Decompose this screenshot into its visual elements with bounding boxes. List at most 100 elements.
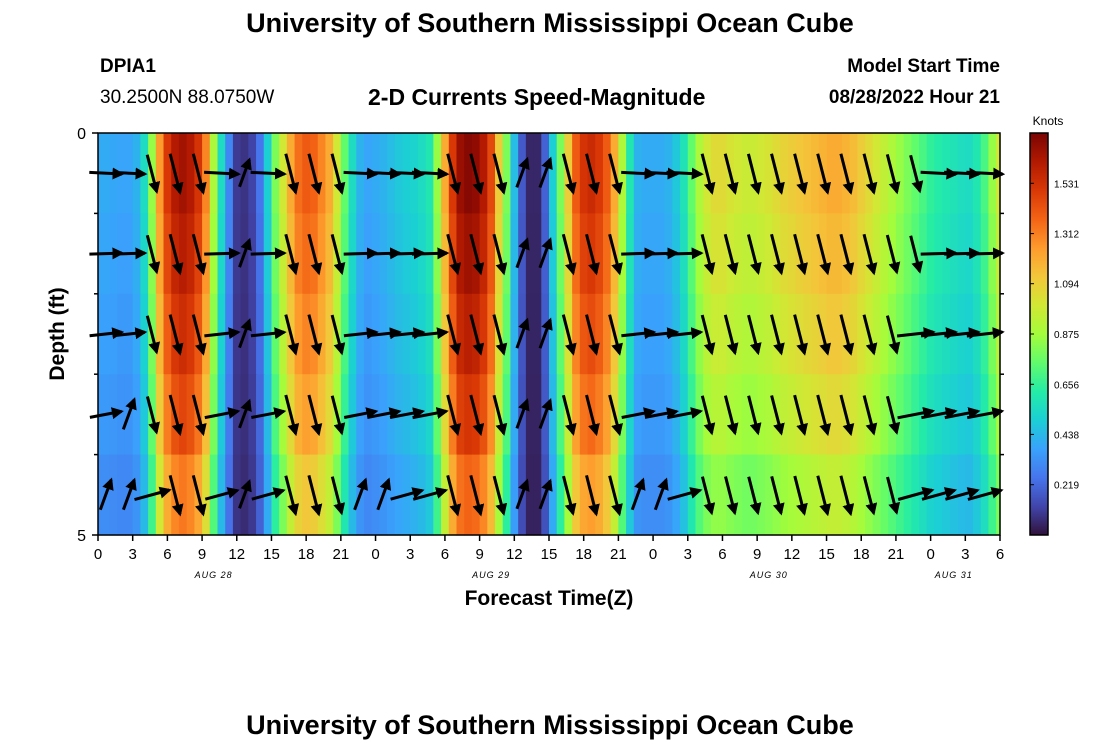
current-arrow xyxy=(967,486,1004,501)
heat-cell xyxy=(502,133,512,214)
current-arrow xyxy=(608,394,623,437)
current-arrow xyxy=(168,233,184,276)
heat-cell xyxy=(178,213,188,295)
heat-cell xyxy=(225,454,234,536)
heat-cell xyxy=(579,133,589,214)
heat-cell xyxy=(410,454,419,536)
current-arrow xyxy=(446,314,462,356)
heat-cell xyxy=(525,293,535,375)
current-arrow xyxy=(204,487,240,501)
heat-cell xyxy=(572,293,581,375)
chart-title: University of Southern Mississippi Ocean… xyxy=(246,8,854,38)
current-arrow xyxy=(353,477,368,511)
heat-cell xyxy=(556,213,566,295)
current-arrow xyxy=(366,327,402,340)
heat-cell xyxy=(880,133,889,214)
heat-cell xyxy=(764,374,774,456)
current-arrow xyxy=(411,167,450,180)
current-arrow xyxy=(168,153,184,195)
heat-cell xyxy=(764,133,774,214)
current-arrow xyxy=(966,406,1005,420)
heat-cell xyxy=(764,293,774,375)
current-arrow xyxy=(112,167,148,180)
heat-cell xyxy=(741,293,751,375)
heat-cell xyxy=(787,374,797,456)
model-start-time: 08/28/2022 Hour 21 xyxy=(828,87,1000,108)
current-arrow xyxy=(608,475,623,517)
heat-cell xyxy=(602,213,612,295)
x-tick-label: 3 xyxy=(961,546,969,563)
current-arrow xyxy=(770,153,785,195)
heat-cell xyxy=(441,454,450,536)
heat-cell xyxy=(186,133,195,214)
current-arrow xyxy=(330,476,346,516)
x-tick-label: 6 xyxy=(441,546,449,563)
heat-cell xyxy=(510,454,519,536)
current-arrow xyxy=(515,398,530,429)
heat-cell xyxy=(117,374,126,456)
current-arrow xyxy=(284,233,300,276)
colorbar-tick-label: 0.219 xyxy=(1054,481,1079,492)
current-arrow xyxy=(966,167,1006,180)
current-arrow xyxy=(191,314,207,356)
current-arrow xyxy=(492,233,508,276)
heat-cell xyxy=(348,454,357,536)
heat-cell xyxy=(456,374,465,456)
heat-cell xyxy=(140,454,149,536)
heat-cell xyxy=(479,454,488,536)
current-arrow xyxy=(98,477,114,511)
heat-cell xyxy=(741,133,751,214)
current-arrow xyxy=(389,327,426,340)
current-arrow xyxy=(897,486,935,501)
colorbar-label: Knots xyxy=(1033,114,1064,128)
heat-cell xyxy=(757,133,766,214)
heat-cell xyxy=(456,213,465,295)
current-arrow xyxy=(204,247,241,260)
heat-cell xyxy=(487,293,496,375)
current-arrow xyxy=(644,327,680,340)
heat-cell xyxy=(895,213,905,295)
heat-cell xyxy=(202,454,211,536)
heat-cell xyxy=(549,293,558,375)
current-arrow xyxy=(921,407,958,420)
current-arrow xyxy=(909,154,924,194)
heatmap-cells xyxy=(98,133,1001,536)
heat-cell xyxy=(302,374,311,456)
heat-cell xyxy=(903,133,912,214)
heat-cell xyxy=(98,454,103,536)
current-arrow xyxy=(644,407,679,420)
heat-cell xyxy=(849,133,858,214)
heat-cell xyxy=(279,374,288,456)
heat-cell xyxy=(718,454,727,536)
current-arrow xyxy=(250,167,287,180)
colorbar-tick-label: 1.312 xyxy=(1054,230,1079,241)
heat-cell xyxy=(456,133,465,214)
heat-cell xyxy=(826,133,835,214)
current-arrow xyxy=(145,396,160,435)
current-arrow xyxy=(666,327,704,340)
current-arrow xyxy=(608,233,623,276)
heat-cell xyxy=(464,374,473,456)
current-arrow xyxy=(770,233,785,276)
heat-cell xyxy=(595,133,604,214)
y-tick-label: 5 xyxy=(77,528,86,545)
current-arrow xyxy=(944,487,980,501)
heat-cell xyxy=(826,374,835,456)
current-arrow xyxy=(793,475,808,516)
current-arrow xyxy=(700,153,716,195)
heat-cell xyxy=(579,454,589,536)
heat-cell xyxy=(780,133,789,214)
heat-cell xyxy=(549,133,558,214)
current-arrow xyxy=(390,487,425,501)
current-arrow xyxy=(723,233,739,276)
current-arrow xyxy=(585,394,600,437)
heat-cell xyxy=(232,374,242,456)
station-coordinates: 30.2500N 88.0750W xyxy=(100,87,275,108)
heat-cell xyxy=(487,454,496,536)
heat-cell xyxy=(672,454,681,536)
current-arrow xyxy=(515,237,530,269)
current-arrow xyxy=(886,476,901,515)
heat-cell xyxy=(687,454,697,536)
current-arrow xyxy=(896,327,936,340)
current-arrow xyxy=(538,237,553,269)
